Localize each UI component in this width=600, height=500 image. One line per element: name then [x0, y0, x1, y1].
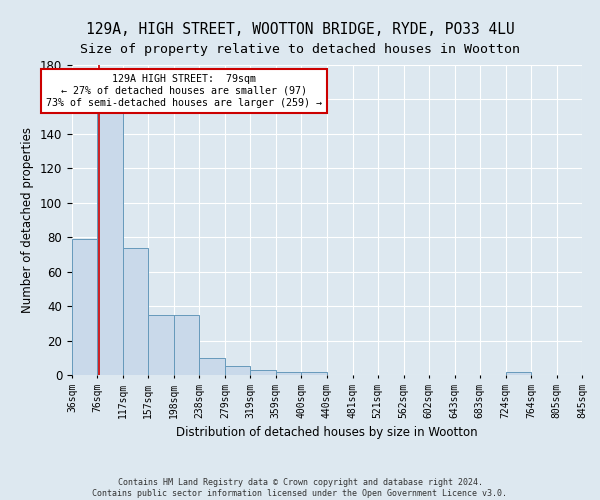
Bar — [148, 314, 174, 375]
Text: 129A HIGH STREET:  79sqm
← 27% of detached houses are smaller (97)
73% of semi-d: 129A HIGH STREET: 79sqm ← 27% of detache… — [46, 74, 322, 108]
Bar — [225, 366, 250, 375]
Text: Contains HM Land Registry data © Crown copyright and database right 2024.
Contai: Contains HM Land Registry data © Crown c… — [92, 478, 508, 498]
Bar — [506, 372, 531, 375]
Bar — [123, 248, 148, 375]
Y-axis label: Number of detached properties: Number of detached properties — [22, 127, 34, 313]
Bar — [301, 372, 326, 375]
Text: Size of property relative to detached houses in Wootton: Size of property relative to detached ho… — [80, 42, 520, 56]
Bar — [199, 358, 225, 375]
Bar — [174, 314, 199, 375]
Bar — [275, 372, 301, 375]
Bar — [250, 370, 275, 375]
Bar — [97, 113, 123, 375]
X-axis label: Distribution of detached houses by size in Wootton: Distribution of detached houses by size … — [176, 426, 478, 439]
Text: 129A, HIGH STREET, WOOTTON BRIDGE, RYDE, PO33 4LU: 129A, HIGH STREET, WOOTTON BRIDGE, RYDE,… — [86, 22, 514, 38]
Bar — [72, 239, 97, 375]
